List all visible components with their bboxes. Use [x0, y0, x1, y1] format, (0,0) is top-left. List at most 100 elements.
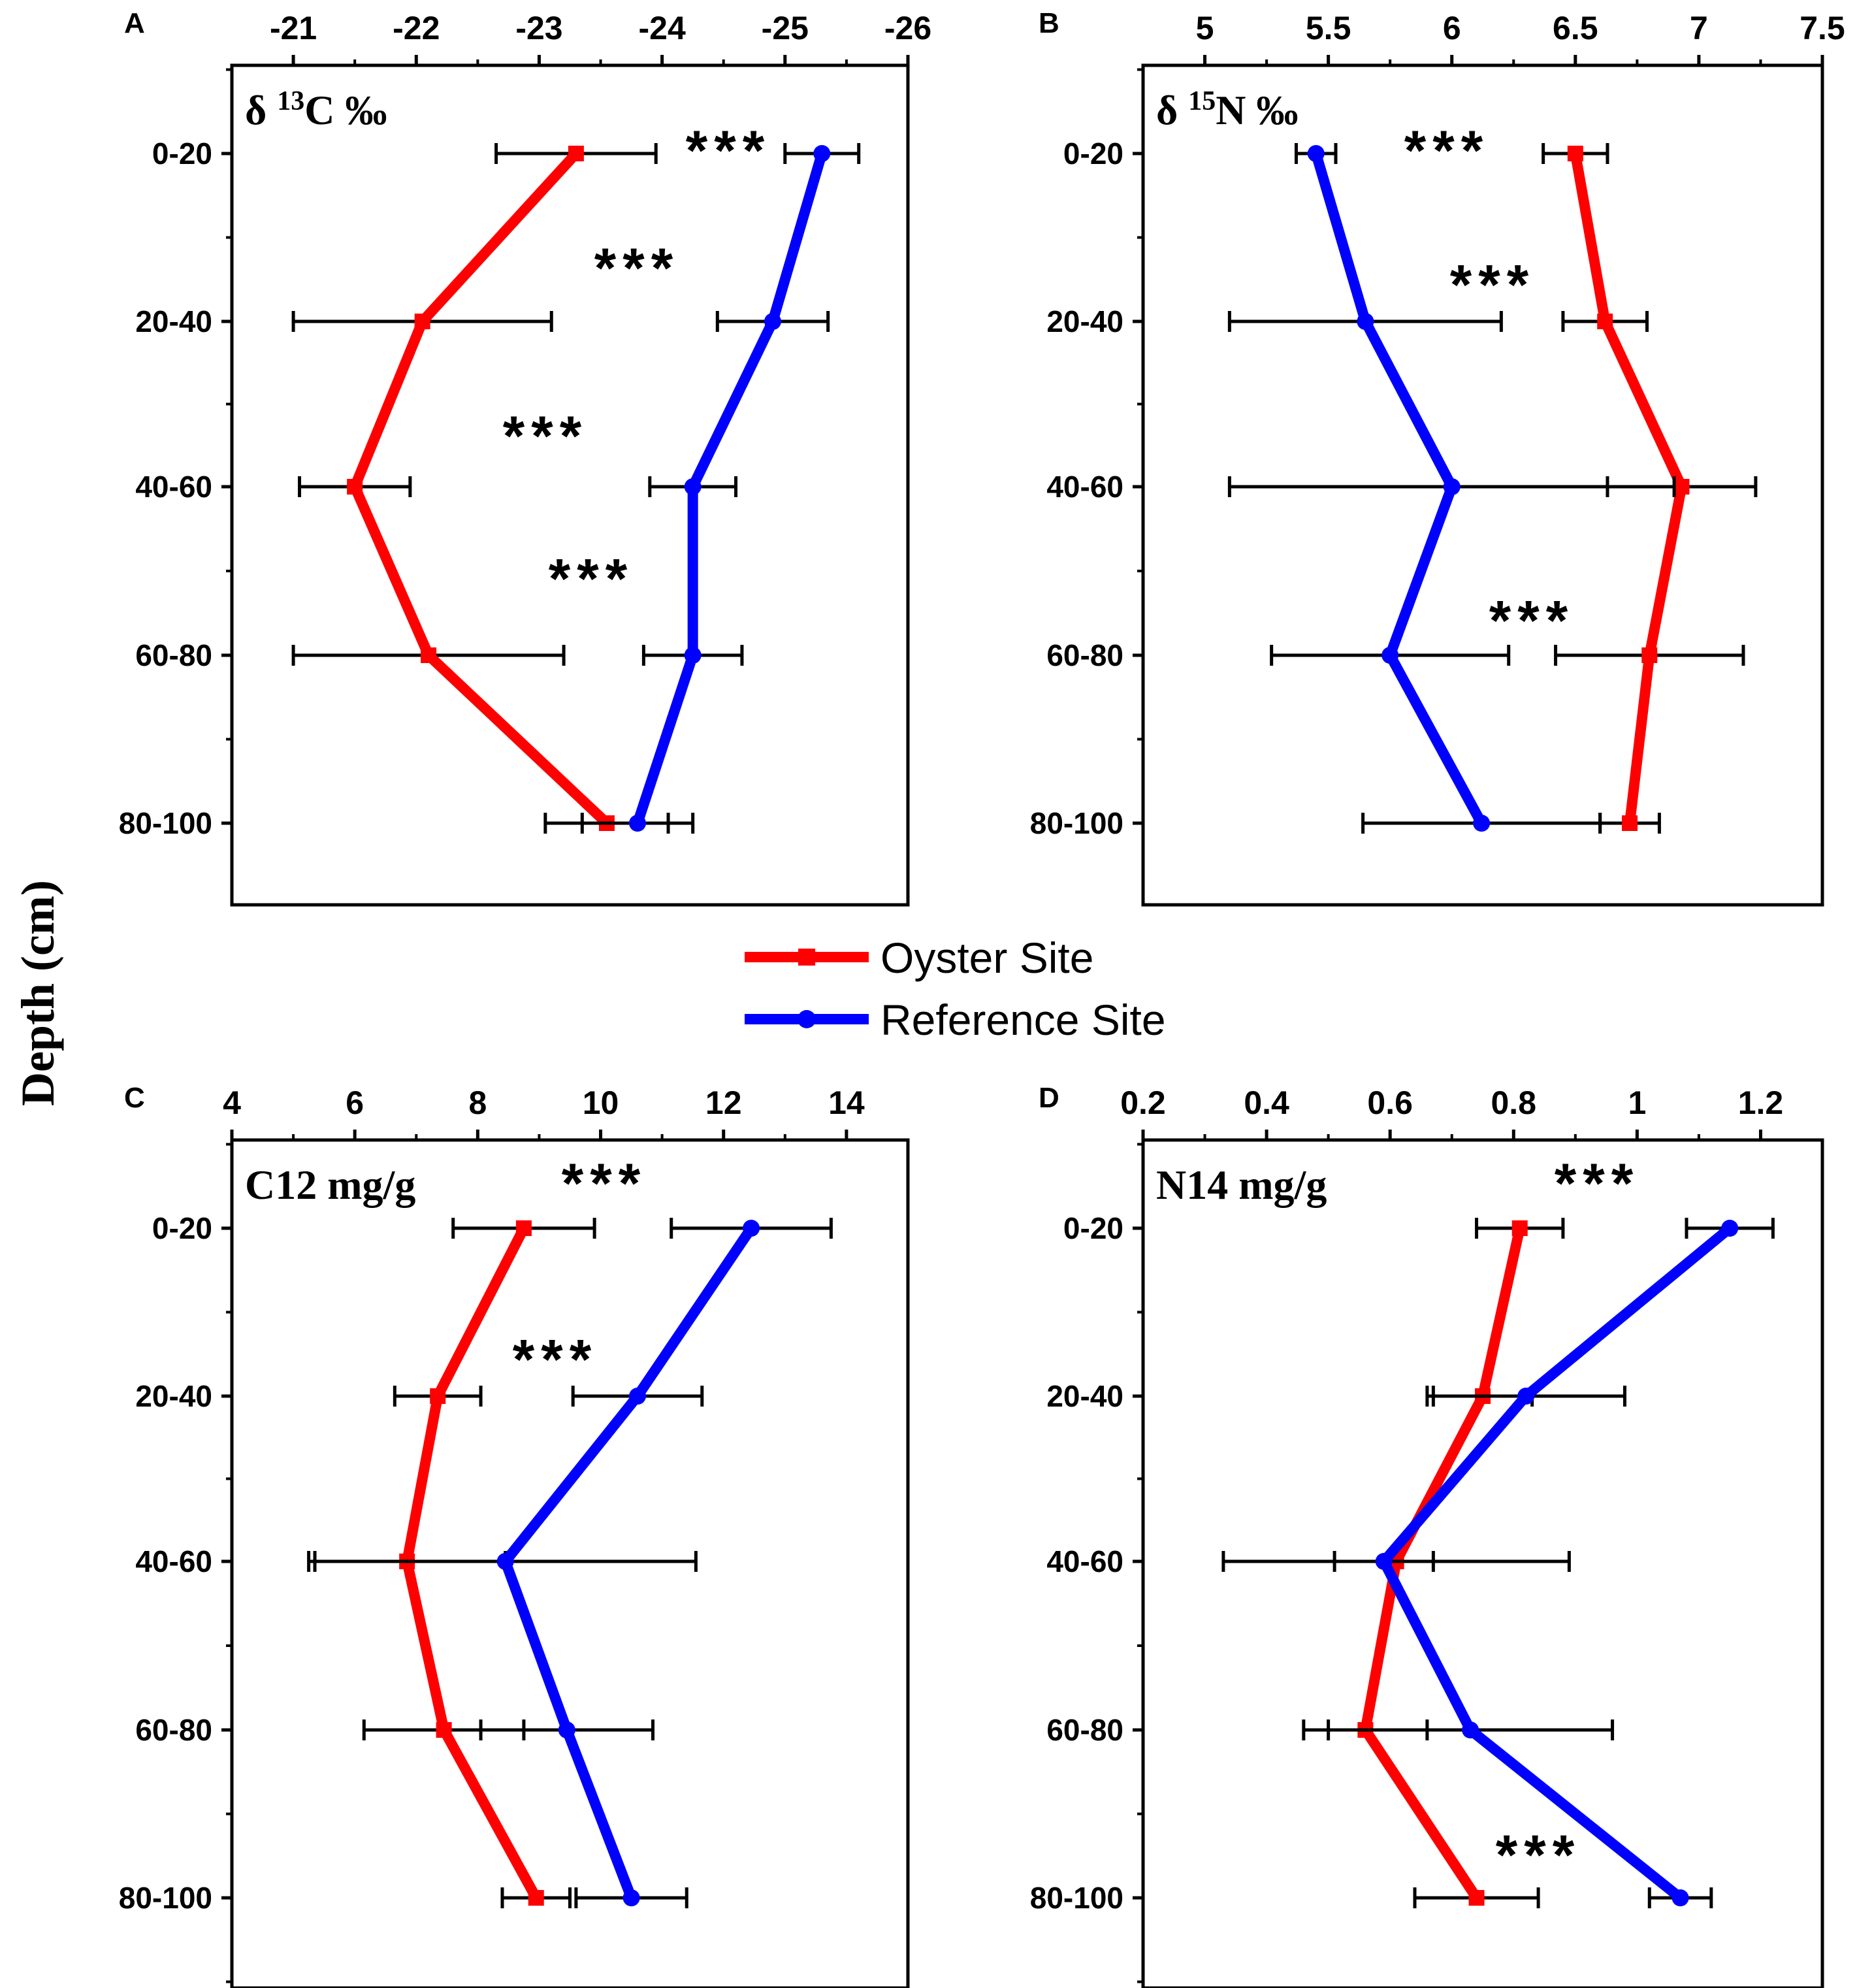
data-point-reference	[496, 1553, 514, 1570]
data-point-reference	[1671, 1889, 1689, 1906]
x-tick-label: -22	[393, 10, 440, 46]
y-tick-label: 40-60	[135, 470, 212, 504]
panel-c: C 4 6 8 10 12 14 0-20 20-40 40-60 60-80 80-100 C12 m…	[119, 1082, 910, 1988]
x-tick-label: 7.5	[1800, 10, 1845, 46]
legend-marker-square	[798, 949, 815, 966]
legend-marker-circle	[798, 1010, 816, 1028]
y-tick-label: 60-80	[1046, 638, 1123, 672]
x-tick-label: 14	[828, 1084, 865, 1121]
x-tick-label: 0.8	[1491, 1084, 1537, 1121]
panel-title: C12 mg/g	[245, 1162, 415, 1208]
y-tick-label: 40-60	[1046, 470, 1123, 504]
x-tick-label: 4	[223, 1084, 241, 1121]
data-point-oyster	[414, 314, 430, 329]
panel-letter: C	[124, 1082, 145, 1114]
data-point-oyster	[1468, 1890, 1485, 1906]
data-point-oyster	[528, 1890, 544, 1906]
x-tick-label: -23	[515, 10, 562, 46]
data-point-oyster	[515, 1220, 532, 1236]
x-tick-label: 6.5	[1553, 10, 1598, 46]
panel-title: N14 mg/g	[1156, 1162, 1327, 1208]
y-tick-label: 40-60	[1046, 1544, 1123, 1578]
data-point-reference	[743, 1220, 760, 1237]
panel-title: δ 15N ‰	[1156, 86, 1298, 133]
legend: Oyster Site Reference Site	[745, 934, 1166, 1044]
data-point-oyster	[1673, 479, 1690, 495]
panel-letter: A	[124, 7, 145, 39]
plots-container: A -21 -22 -23 -24 -25 -260-2020-4040-6060-8080…	[119, 7, 1845, 1988]
data-point-reference	[1721, 1220, 1739, 1237]
x-tick-label: 0.6	[1367, 1084, 1413, 1121]
y-tick-label: 40-60	[135, 1544, 212, 1578]
data-point-reference	[558, 1721, 575, 1738]
y-tick-label: 80-100	[1030, 1881, 1123, 1915]
data-point-reference	[1443, 478, 1461, 495]
x-tick-label: 0.4	[1244, 1084, 1289, 1121]
data-point-reference	[764, 313, 781, 330]
data-point-oyster	[430, 1388, 446, 1404]
data-point-oyster	[1597, 314, 1613, 329]
y-tick-label: 60-80	[135, 638, 212, 672]
y-tick-label: 0-20	[152, 1211, 212, 1245]
significance-stars: ***	[1555, 1152, 1639, 1215]
significance-stars: ***	[503, 405, 588, 468]
panel-title: δ 13C ‰	[245, 86, 387, 133]
data-point-oyster	[568, 146, 584, 161]
x-tick-label: 0.2	[1120, 1084, 1166, 1121]
y-tick-label: 20-40	[135, 304, 212, 338]
data-point-reference	[813, 145, 831, 162]
y-tick-label: 20-40	[1046, 1379, 1123, 1413]
significance-stars: ***	[1489, 590, 1574, 653]
y-tick-label: 0-20	[1063, 137, 1123, 171]
x-tick-label: 5.5	[1306, 10, 1351, 46]
significance-stars: ***	[513, 1329, 598, 1392]
significance-stars: ***	[594, 237, 679, 300]
data-point-reference	[1517, 1388, 1535, 1405]
x-tick-label: -24	[639, 10, 686, 46]
panel-a: A -21 -22 -23 -24 -25 -26 0-20 20-40 40-60 60-80 80…	[119, 7, 931, 907]
legend-label-reference: Reference Site	[880, 996, 1166, 1044]
data-point-reference	[629, 1388, 646, 1405]
data-point-oyster	[1567, 146, 1583, 161]
y-tick-label: 80-100	[119, 806, 212, 840]
data-point-reference	[629, 815, 646, 832]
legend-entry-reference: Reference Site	[745, 996, 1166, 1044]
x-tick-label: 8	[468, 1084, 487, 1121]
data-point-reference	[1473, 815, 1491, 832]
plot-frame	[1141, 1138, 1824, 1988]
data-point-reference	[1307, 145, 1325, 162]
data-point-reference	[1357, 313, 1374, 330]
y-tick-label: 60-80	[1046, 1713, 1123, 1747]
data-point-reference	[684, 478, 702, 495]
data-point-oyster	[421, 647, 437, 663]
data-point-oyster	[1622, 815, 1638, 831]
y-tick-label: 20-40	[1046, 304, 1123, 338]
significance-stars: ***	[549, 547, 634, 610]
data-point-reference	[1381, 647, 1399, 664]
plot-frame	[230, 1138, 910, 1988]
x-tick-label: 6	[346, 1084, 364, 1121]
y-tick-label: 20-40	[135, 1379, 212, 1413]
significance-stars: ***	[1450, 254, 1535, 317]
x-tick-label: -26	[884, 10, 931, 46]
x-tick-label: 5	[1196, 10, 1214, 46]
panel-letter: B	[1039, 7, 1059, 39]
panel-b: B 5 5.5 6 6.5 7 7.5 0-20 20-40 40-60 60-80 80-100 δ …	[1030, 7, 1845, 907]
significance-stars: ***	[1496, 1824, 1581, 1887]
y-tick-label: 80-100	[119, 1881, 212, 1915]
significance-stars: ***	[1404, 120, 1489, 182]
data-point-oyster	[436, 1722, 452, 1738]
data-point-oyster	[1511, 1220, 1528, 1236]
x-tick-label: 12	[705, 1084, 742, 1121]
data-point-oyster	[1641, 647, 1658, 663]
x-tick-label: -21	[270, 10, 317, 46]
significance-stars: ***	[562, 1152, 647, 1215]
x-tick-label: 1.2	[1738, 1084, 1784, 1121]
data-point-reference	[1462, 1721, 1479, 1738]
data-point-oyster	[347, 479, 363, 495]
x-tick-label: -25	[762, 10, 809, 46]
panel-d: D 0.2 0.4 0.6 0.8 1 1.2 0-20 20-40 40-60 60-80 80-1…	[1030, 1082, 1824, 1988]
x-tick-label: 6	[1443, 10, 1461, 46]
significance-stars: ***	[686, 120, 771, 182]
